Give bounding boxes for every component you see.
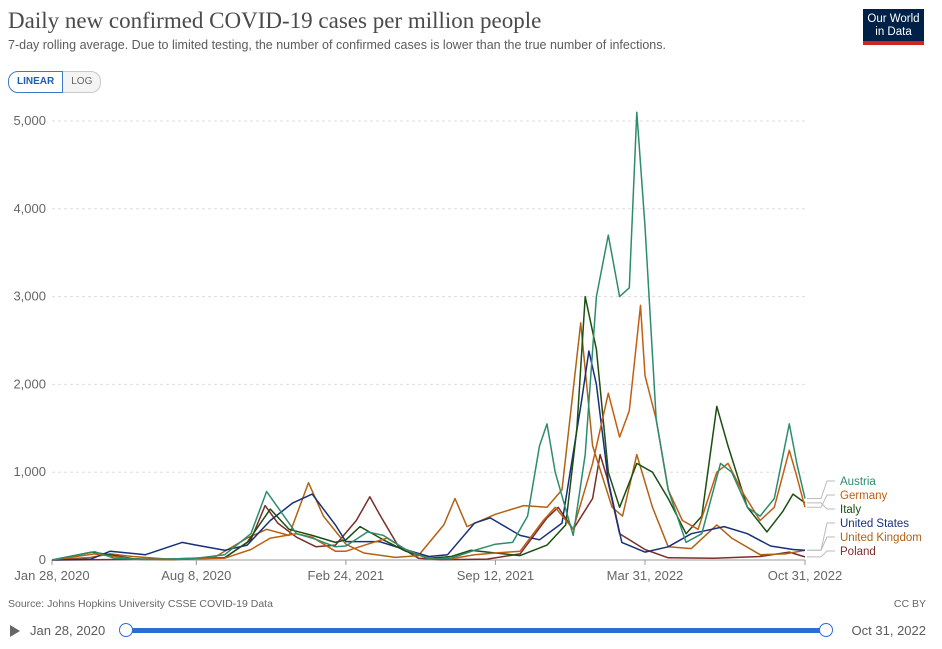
y-tick-label: 1,000 <box>13 464 46 479</box>
x-tick-label: Feb 24, 2021 <box>308 568 385 583</box>
line-chart: 0 1,000 2,000 3,000 4,000 5,000 Jan 28, 2020 Au… <box>13 111 922 583</box>
x-tick-label: Mar 31, 2022 <box>607 568 684 583</box>
timeline-end-label: Oct 31, 2022 <box>851 623 926 638</box>
timeline-start-handle[interactable] <box>119 623 133 637</box>
series-line-united-states <box>51 350 806 561</box>
logo-line-1: Our World <box>867 13 920 25</box>
chart-title: Daily new confirmed COVID-19 cases per m… <box>8 8 542 33</box>
legend-label-austria: Austria <box>840 476 876 488</box>
log-scale-button[interactable]: LOG <box>63 71 102 93</box>
series-line-austria <box>51 111 806 561</box>
legend-label-united-states: United States <box>840 518 909 530</box>
owid-logo[interactable]: Our World in Data <box>863 9 924 45</box>
license-label[interactable]: CC BY <box>893 598 926 610</box>
legend-connector <box>807 550 835 558</box>
y-tick-label: 3,000 <box>13 289 46 304</box>
source-note[interactable]: Source: Johns Hopkins University CSSE CO… <box>8 598 273 610</box>
y-tick-label: 4,000 <box>13 201 46 216</box>
legend-label-united-kingdom: United Kingdom <box>840 532 922 544</box>
x-tick-label: Oct 31, 2022 <box>768 568 842 583</box>
legend-label-germany: Germany <box>840 490 888 502</box>
scale-toggle: LINEAR LOG <box>8 71 102 93</box>
legend-label-italy: Italy <box>840 504 861 516</box>
x-tick-label: Aug 8, 2020 <box>161 568 231 583</box>
timeline-track[interactable] <box>126 628 826 633</box>
timeline-start-label: Jan 28, 2020 <box>30 623 106 638</box>
series-line-italy <box>51 295 806 561</box>
timeline-end-handle[interactable] <box>819 623 833 637</box>
y-tick-label: 0 <box>39 552 46 567</box>
legend-connector <box>807 502 835 510</box>
x-tick-label: Jan 28, 2020 <box>14 568 89 583</box>
chart-subtitle: 7-day rolling average. Due to limited te… <box>8 38 666 52</box>
legend-label-poland: Poland <box>840 546 876 558</box>
series-line-germany <box>51 304 806 561</box>
legend-connector <box>807 536 835 551</box>
legend-connector <box>807 480 835 499</box>
logo-line-2: in Data <box>875 26 912 38</box>
play-icon[interactable] <box>10 625 20 637</box>
x-tick-label: Sep 12, 2021 <box>457 568 534 583</box>
y-tick-label: 5,000 <box>13 113 46 128</box>
y-tick-label: 2,000 <box>13 376 46 391</box>
legend-connector <box>807 494 835 508</box>
timeline-slider: Jan 28, 2020 Oct 31, 2022 <box>8 619 934 645</box>
linear-scale-button[interactable]: LINEAR <box>8 71 64 93</box>
series-line-united-kingdom <box>51 322 806 561</box>
